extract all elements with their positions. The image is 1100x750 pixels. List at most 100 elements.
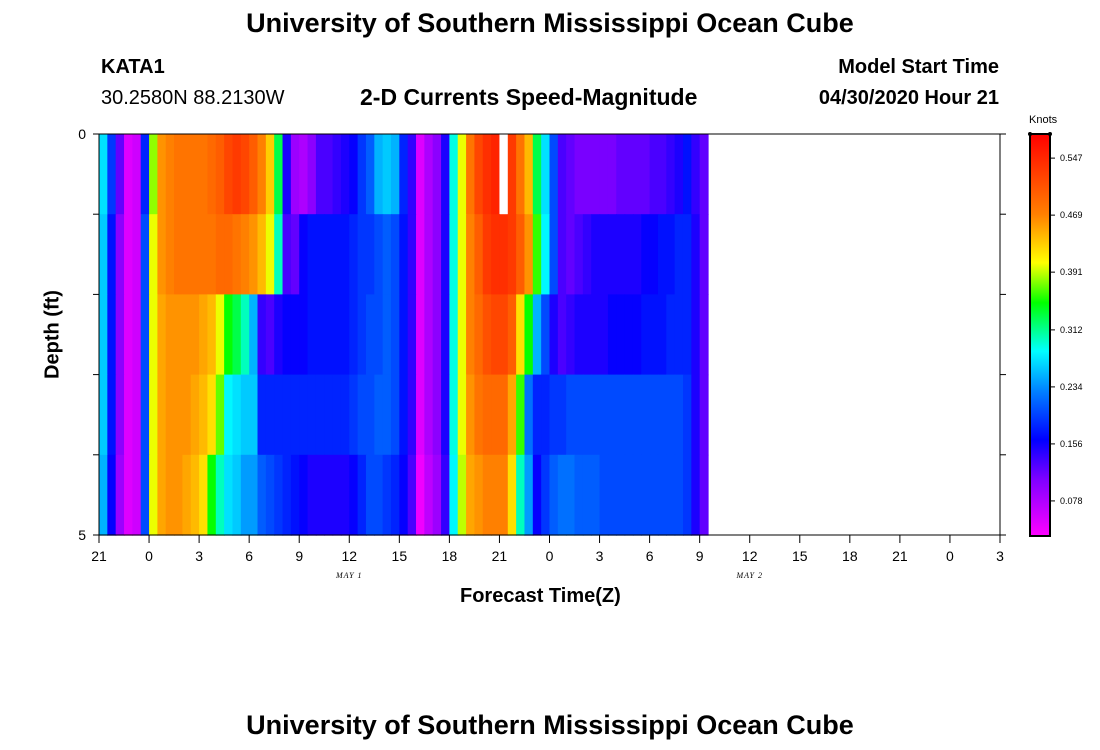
heatmap-cell: [249, 214, 259, 295]
x-axis-ticks: 21 0 3 6 9 12 15 18 21 0 3 6 9 12 15 18 21 0 3 MAY 1 MAY 2: [91, 535, 1004, 580]
heatmap-cell: [499, 374, 509, 456]
heatmap-cell: [691, 374, 701, 456]
heatmap-cell: [232, 134, 242, 215]
heatmap-cell: [516, 374, 526, 456]
heatmap-cell: [132, 374, 142, 456]
heatmap-cell: [549, 294, 559, 376]
heatmap-cell: [699, 214, 709, 295]
heatmap-cell: [541, 134, 551, 215]
heatmap-cell: [249, 374, 259, 456]
model-start-time: 04/30/2020 Hour 21: [818, 87, 999, 109]
heatmap-cell: [591, 294, 601, 376]
heatmap-cell: [424, 214, 434, 295]
heatmap-cell: [157, 214, 167, 295]
heatmap-cell: [249, 134, 259, 215]
model-start-label: Model Start Time: [838, 56, 999, 78]
heatmap-cell: [682, 294, 692, 376]
heatmap-cell: [566, 294, 576, 376]
heatmap-cell: [149, 454, 158, 536]
heatmap-cell: [365, 374, 375, 456]
heatmap-cell: [474, 134, 484, 215]
heatmap-cell: [407, 374, 417, 456]
heatmap-cell: [140, 294, 150, 376]
heatmap-cell: [566, 454, 576, 536]
heatmap-cell: [432, 454, 442, 536]
heatmap-cell: [574, 134, 584, 215]
heatmap-cell: [591, 374, 601, 456]
heatmap-cell: [457, 214, 467, 295]
heatmap-cell: [115, 374, 125, 456]
heatmap-cell: [549, 134, 559, 215]
heatmap-cell: [649, 374, 659, 456]
heatmap-cell: [424, 454, 434, 536]
heatmap-cell: [657, 134, 667, 215]
colorbar-tick-label: 0.391: [1060, 267, 1083, 277]
heatmap-cell: [566, 374, 576, 456]
heatmap-cell: [491, 294, 501, 376]
heatmap-cell: [224, 294, 234, 376]
heatmap-cell: [457, 454, 467, 536]
page-title: University of Southern Mississippi Ocean…: [246, 8, 854, 38]
colorbar-tick-label: 0.234: [1060, 382, 1083, 392]
heatmap-cell: [157, 134, 167, 215]
heatmap-cell: [282, 374, 292, 456]
heatmap-cell: [632, 134, 642, 215]
heatmap-cell: [232, 214, 242, 295]
heatmap-cell: [215, 454, 225, 536]
heatmap-cell: [140, 454, 150, 536]
heatmap-cell: [282, 294, 292, 376]
heatmap-cell: [441, 294, 450, 376]
heatmap-cell: [332, 454, 342, 536]
heatmap-cell: [240, 294, 250, 376]
heatmap-cell: [657, 294, 667, 376]
heatmap-cell: [591, 214, 601, 295]
heatmap-cell: [390, 214, 400, 295]
heatmap-cell: [499, 454, 509, 536]
heatmap-cell: [307, 214, 317, 295]
heatmap-cell: [491, 374, 501, 456]
heatmap-cell: [215, 374, 225, 456]
heatmap-cell: [699, 134, 709, 215]
heatmap-cell: [165, 374, 175, 456]
heatmap-cell: [607, 374, 617, 456]
heatmap-cell: [240, 214, 250, 295]
heatmap-cell: [416, 374, 425, 456]
heatmap-cell: [374, 214, 384, 295]
heatmap-cell: [557, 294, 567, 376]
heatmap-cell: [532, 214, 542, 295]
heatmap-cell: [374, 454, 384, 536]
heatmap-cell: [516, 134, 526, 215]
heatmap-cell: [449, 294, 459, 376]
heatmap-cell: [657, 214, 667, 295]
heatmap-cell: [124, 294, 133, 376]
heatmap-cell: [274, 454, 284, 536]
heatmap-cell: [499, 134, 509, 215]
heatmap-cell: [482, 214, 492, 295]
heatmap-cell: [549, 214, 559, 295]
x-tick-label: 15: [792, 548, 808, 564]
heatmap-cell: [107, 214, 117, 295]
heatmap-cell: [165, 214, 175, 295]
heatmap-cell: [532, 294, 542, 376]
colorbar-tick-label: 0.312: [1060, 325, 1083, 335]
heatmap-cell: [207, 134, 217, 215]
colorbar-unit: Knots: [1029, 114, 1058, 126]
heatmap-cell: [524, 374, 534, 456]
heatmap-cell: [124, 374, 133, 456]
heatmap-cell: [507, 294, 517, 376]
heatmap-cell: [524, 454, 534, 536]
heatmap-cell: [466, 294, 476, 376]
heatmap-cell: [140, 374, 150, 456]
heatmap-cell: [674, 374, 684, 456]
heatmap-cell: [299, 294, 309, 376]
heatmap-cell: [699, 374, 709, 456]
heatmap-cell: [507, 214, 517, 295]
heatmap-cell: [532, 374, 542, 456]
heatmap-cell: [257, 134, 267, 215]
heatmap-cell: [107, 454, 117, 536]
heatmap-cell: [149, 374, 158, 456]
heatmap-cell: [290, 294, 300, 376]
heatmap-cell: [365, 134, 375, 215]
heatmap-cell: [324, 134, 334, 215]
heatmap-cell: [682, 214, 692, 295]
